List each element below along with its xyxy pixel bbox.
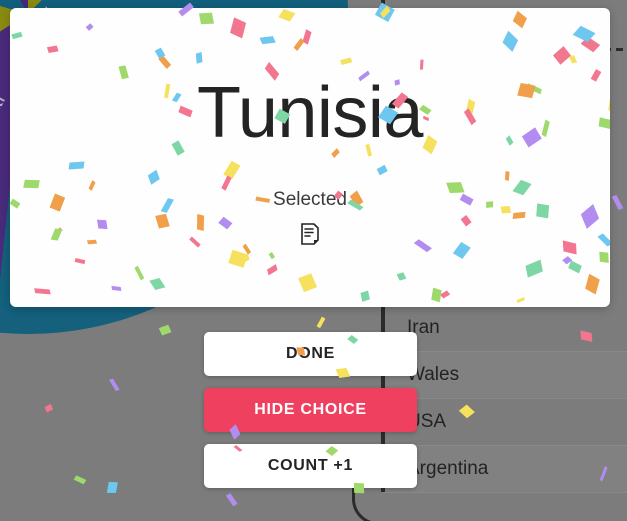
dashed-guide-line [604, 48, 627, 51]
list-divider [383, 351, 627, 352]
done-button[interactable]: DONE [204, 332, 417, 376]
list-item[interactable]: Argentina [383, 446, 627, 492]
panel-rounded-border [352, 476, 627, 521]
hide-choice-button[interactable]: HIDE CHOICE [204, 388, 417, 432]
list-item-label: Wales [407, 364, 460, 385]
list-item-label: Argentina [407, 458, 489, 479]
page-title: Tunisia [197, 72, 423, 153]
hide-choice-label: HIDE CHOICE [254, 401, 367, 418]
count-plus-one-button[interactable]: COUNT +1 [204, 444, 417, 488]
list-item[interactable]: Iran [383, 305, 627, 351]
selected-result-modal: Tunisia Selected [10, 8, 610, 307]
count-plus-one-label: COUNT +1 [267, 457, 354, 474]
list-divider [383, 492, 627, 493]
list-divider [383, 398, 627, 399]
list-item[interactable]: Wales [383, 352, 627, 398]
modal-subtitle: Selected [273, 188, 347, 210]
list-divider [383, 445, 627, 446]
list-item[interactable]: USA [383, 399, 627, 445]
done-button-label: DONE [285, 345, 336, 362]
document-icon [301, 222, 319, 245]
